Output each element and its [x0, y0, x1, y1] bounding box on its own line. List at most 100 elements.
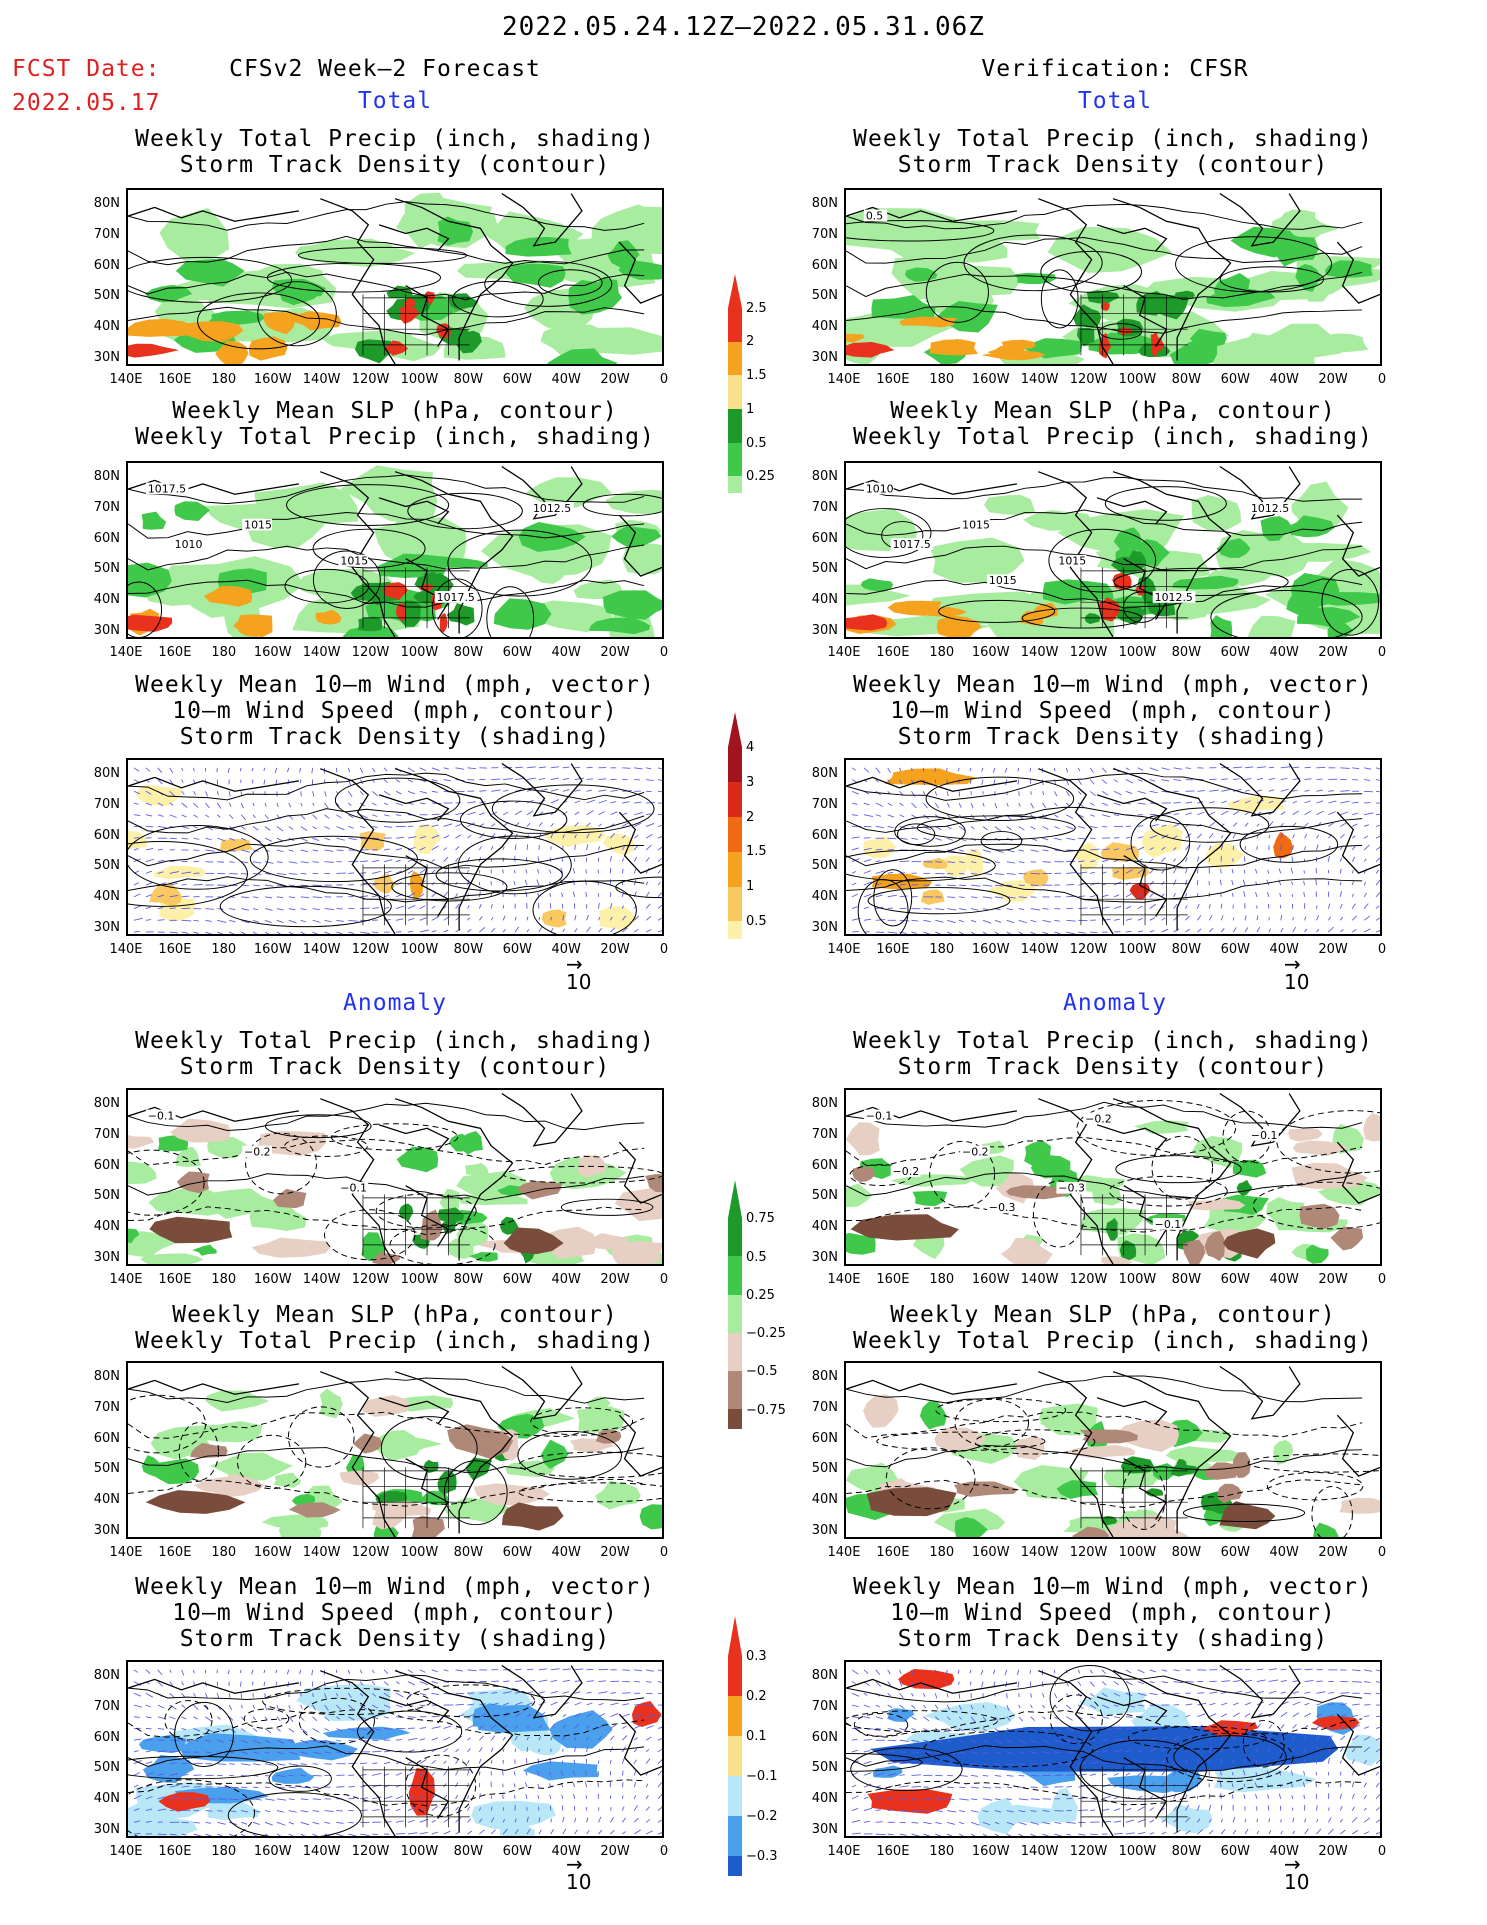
- contour-line: [846, 1101, 1363, 1129]
- coastline: [1096, 1397, 1168, 1425]
- precip-shading: [1249, 542, 1372, 563]
- precip-shading: [159, 207, 230, 261]
- contour-line: [846, 237, 1363, 264]
- contour-line: [1151, 1135, 1214, 1200]
- contour-line: [1166, 1732, 1294, 1783]
- longitude-tick-label: 20W: [600, 645, 630, 660]
- latitude-tick-label: 50N: [93, 561, 120, 577]
- contour-line: [923, 1730, 1094, 1768]
- contour-line: [128, 772, 645, 801]
- longitude-tick-label: 180: [211, 1545, 237, 1560]
- precip-anomaly-shading: [1221, 1194, 1270, 1216]
- contour-line: [128, 1478, 645, 1507]
- coastline: [1112, 1098, 1232, 1261]
- storm-density-shading: [1112, 866, 1150, 880]
- reference-vector-icon: →: [1284, 952, 1301, 976]
- longitude-tick-label: 140W: [1020, 1272, 1059, 1287]
- contour-line: [846, 876, 1363, 903]
- coastline: [394, 1670, 514, 1833]
- storm-density-shading: [409, 870, 424, 899]
- longitude-tick-label: 160W: [253, 372, 292, 387]
- precip-anomaly-shading: [1313, 1522, 1339, 1537]
- coastline: [1038, 1098, 1114, 1264]
- storm-density-shading: [128, 831, 147, 850]
- precip-anomaly-shading: [1204, 1230, 1225, 1262]
- longitude-tick-label: 80W: [1171, 1545, 1202, 1560]
- colorbar-segment: [728, 1256, 742, 1295]
- precip-anomaly-shading: [1024, 1140, 1052, 1166]
- longitude-tick-label: 180: [929, 645, 955, 660]
- contour-line: [846, 1444, 1363, 1471]
- storm-density-shading: [603, 833, 635, 856]
- contour-value-label: 1015: [1058, 555, 1086, 568]
- longitude-tick-label: 120W: [1069, 1844, 1108, 1859]
- contour-value-label: 1015: [340, 555, 368, 568]
- contour-line: [178, 1422, 220, 1481]
- longitude-tick-label: 20W: [1318, 372, 1348, 387]
- contour-line: [1210, 589, 1363, 637]
- contour-line: [980, 831, 1023, 851]
- coastline: [1123, 1757, 1168, 1819]
- precip-anomaly-shading: [569, 1438, 616, 1453]
- longitude-tick-label: 20W: [1318, 645, 1348, 660]
- colorbar-label: 0.3: [746, 1649, 767, 1664]
- storm-density-shading: [1141, 824, 1184, 858]
- colorbar-segment: [728, 1776, 742, 1816]
- colorbar-end-triangle: [728, 1180, 742, 1218]
- precip-shading: [1169, 339, 1218, 364]
- precip-shading: [128, 562, 172, 598]
- colorbar-label: 1: [746, 879, 755, 895]
- longitude-tick-label: 60W: [502, 1272, 532, 1287]
- panel-title-line: Storm Track Density (contour): [179, 152, 611, 178]
- precip-shading: [1286, 589, 1327, 615]
- latitude-tick-label: 40N: [93, 1219, 120, 1235]
- precip-shading: [605, 489, 662, 515]
- coastline: [846, 1678, 1018, 1694]
- coastline: [320, 768, 396, 934]
- contour-line: [582, 493, 662, 517]
- storm-anomaly-shading: [872, 1765, 903, 1778]
- latitude-tick-label: 40N: [811, 889, 838, 905]
- panel-title-line: 10–m Wind Speed (mph, contour): [172, 698, 618, 724]
- colorbar-label: −0.3: [746, 1849, 778, 1864]
- latitude-tick-label: 80N: [811, 196, 838, 211]
- coastline: [1336, 1713, 1380, 1776]
- longitude-tick-label: 60W: [502, 1844, 532, 1859]
- contour-line: [443, 1460, 508, 1526]
- contour-line: [491, 784, 655, 834]
- precip-anomaly-shading: [850, 1214, 959, 1241]
- precip-shading: [908, 606, 968, 618]
- colorbar-segment: [728, 1294, 742, 1333]
- coastline: [846, 206, 1018, 222]
- storm-anomaly-shading: [631, 1701, 662, 1728]
- coastline: [128, 479, 300, 495]
- colorbar-label: 0.5: [746, 435, 767, 451]
- panel-title-line: Storm Track Density (shading): [179, 1626, 611, 1652]
- precip-shading: [1247, 615, 1296, 637]
- storm-density-shading: [599, 906, 638, 931]
- latitude-tick-label: 60N: [93, 1157, 120, 1173]
- precip-anomaly-shading: [421, 1490, 449, 1506]
- latitude-tick-label: 80N: [811, 766, 838, 781]
- coastline: [1038, 198, 1114, 364]
- contour-line: [197, 292, 320, 350]
- contour-line: [1266, 1471, 1364, 1501]
- coastline: [378, 497, 450, 525]
- contour-value-label: −0.1: [148, 1109, 174, 1122]
- coastline: [1096, 1696, 1168, 1724]
- latitude-tick-label: 80N: [93, 1096, 120, 1111]
- contour-line: [925, 776, 1075, 821]
- coastline: [1219, 1092, 1301, 1147]
- precip-anomaly-shading: [176, 1146, 202, 1167]
- longitude-tick-label: 40W: [551, 645, 581, 660]
- coastline: [1038, 1371, 1114, 1537]
- longitude-tick-label: 140W: [1020, 1844, 1059, 1859]
- precip-anomaly-shading: [319, 1388, 343, 1419]
- coastline: [1038, 1670, 1114, 1836]
- precip-shading: [607, 240, 640, 268]
- coastline: [1112, 1371, 1232, 1534]
- latitude-tick-label: 50N: [811, 1760, 838, 1776]
- longitude-tick-label: 160W: [971, 1545, 1010, 1560]
- longitude-tick-label: 20W: [600, 1545, 630, 1560]
- latitude-tick-label: 40N: [93, 1791, 120, 1807]
